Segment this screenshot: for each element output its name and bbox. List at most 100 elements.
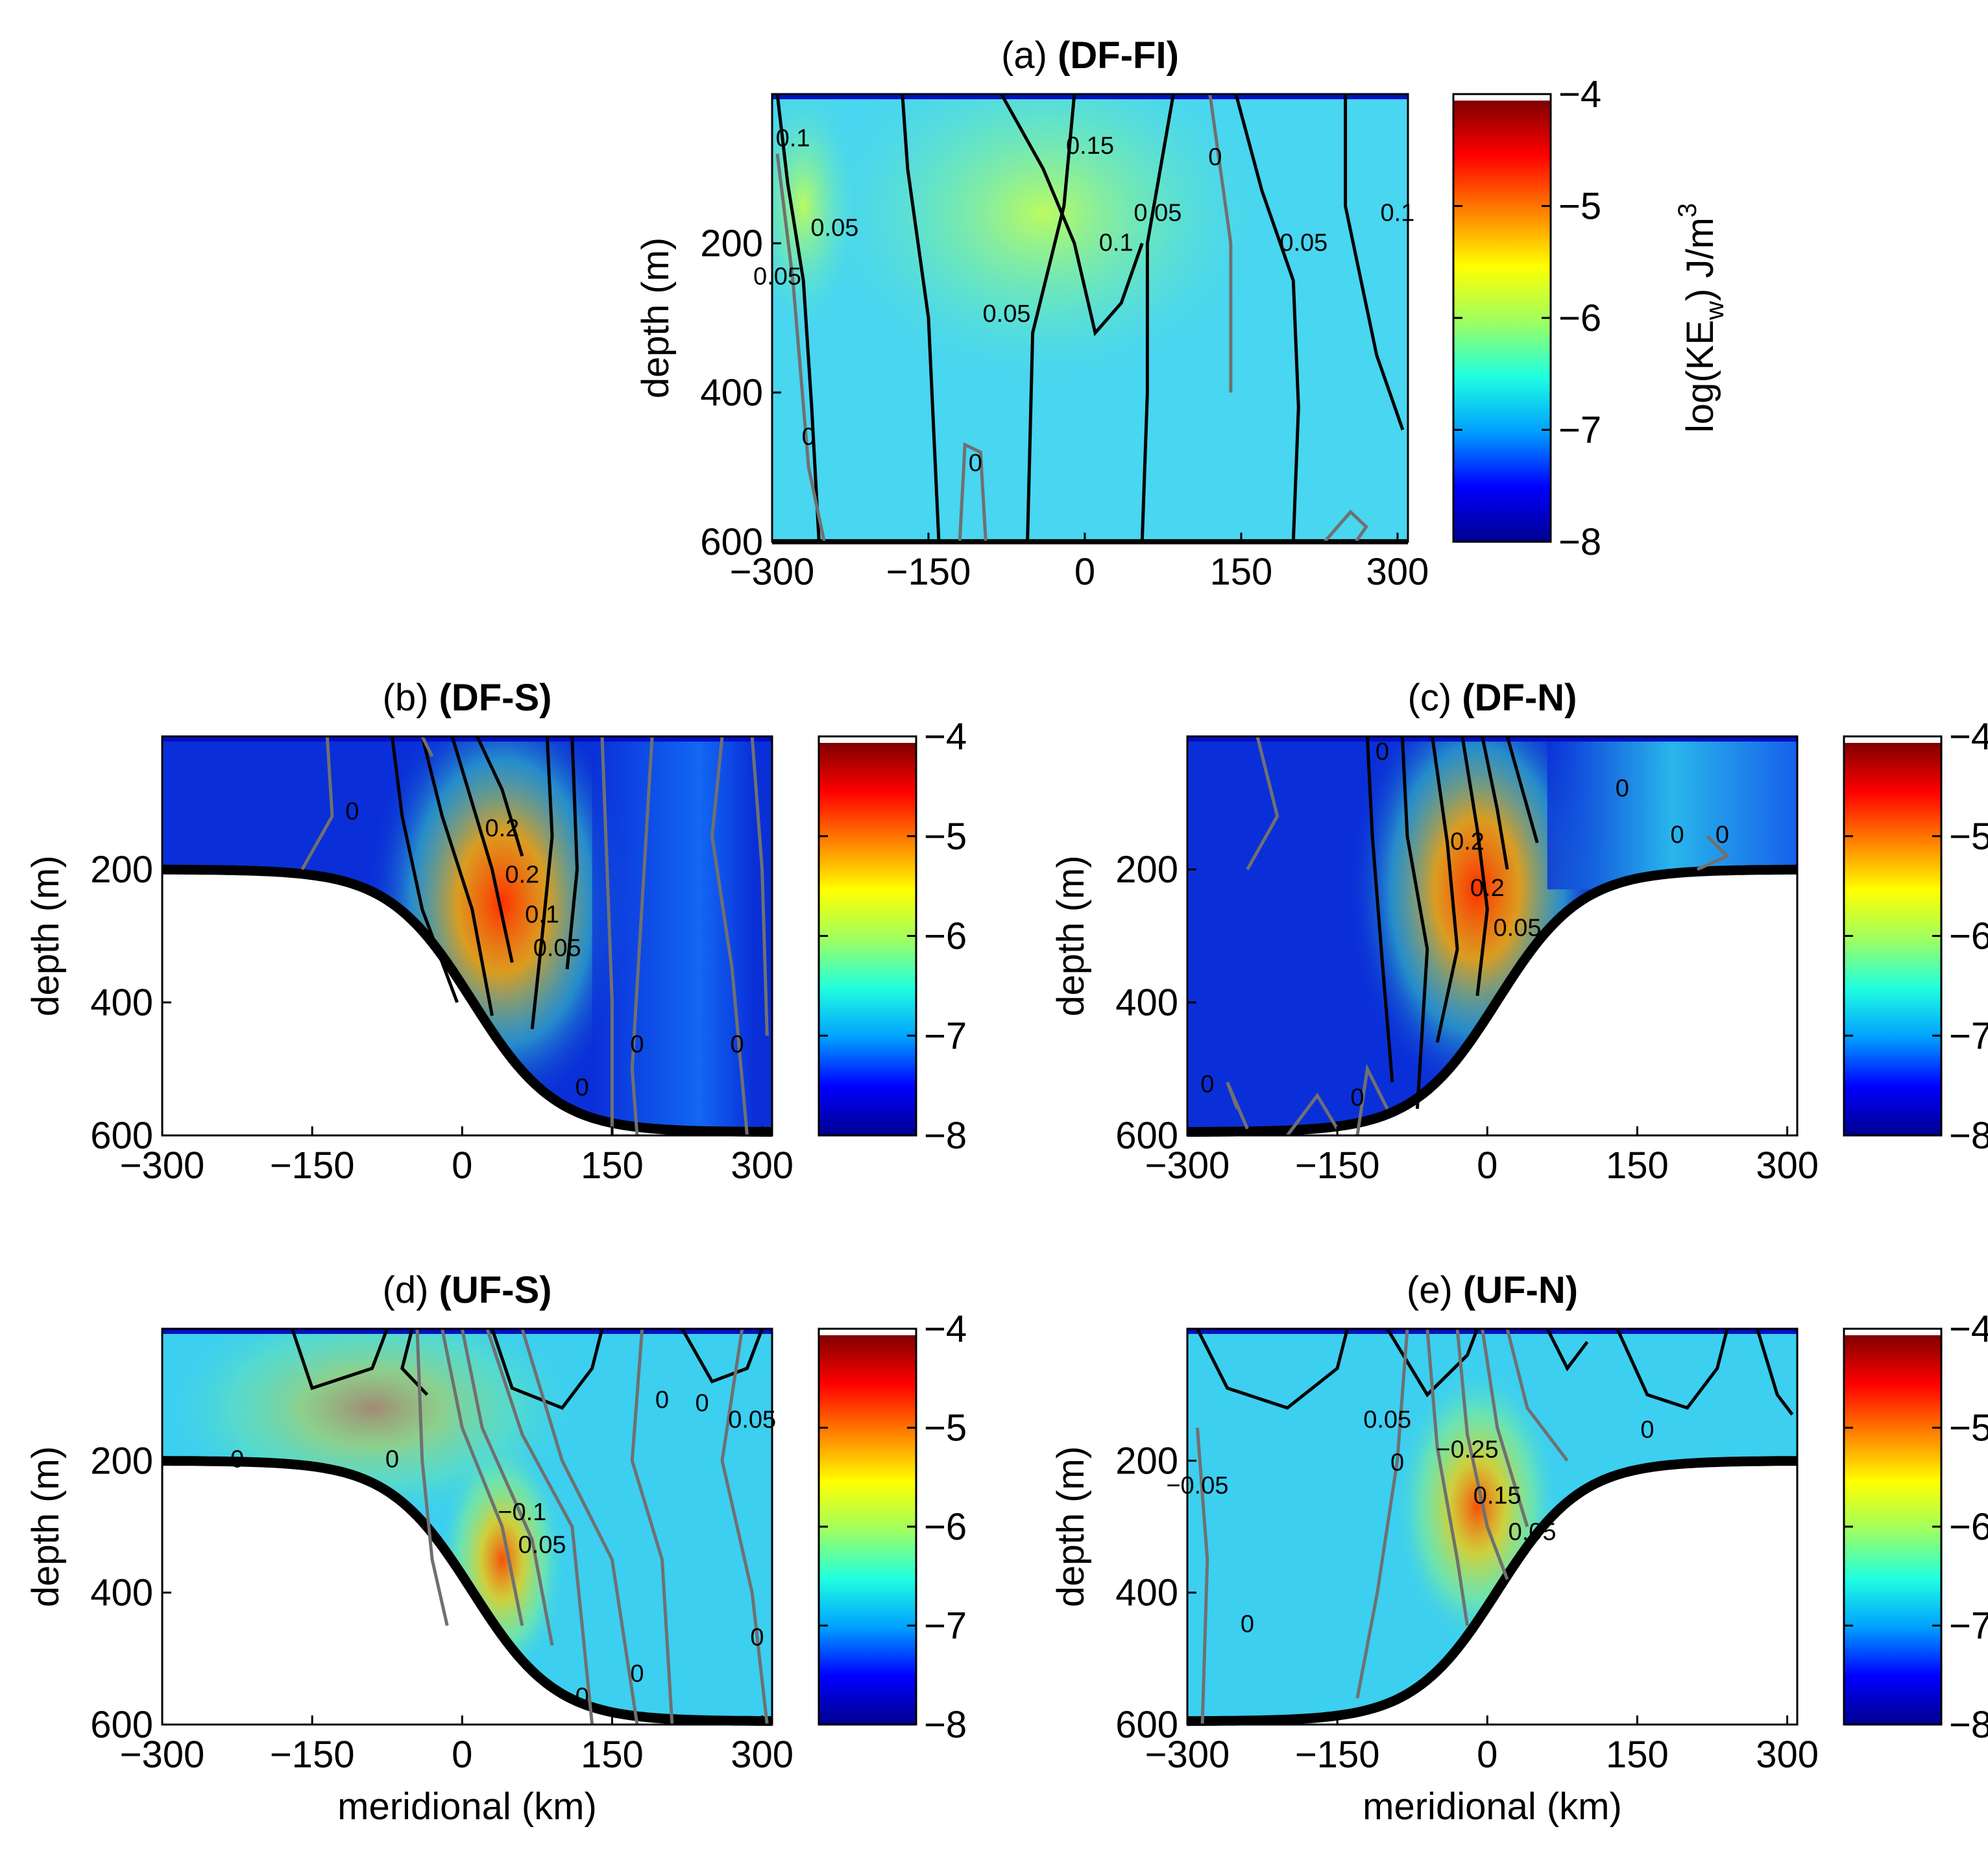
contour-line-zero: [1455, 1329, 1509, 1580]
y-tick-label: 400: [90, 982, 153, 1024]
x-axis-label: meridional (km): [337, 1786, 597, 1828]
y-tick-label: 400: [700, 372, 763, 414]
x-tick-label: 300: [1756, 1734, 1819, 1776]
contour-label: 0.1: [1380, 200, 1414, 227]
y-tick-label: 200: [700, 223, 763, 265]
contour-label: 0: [1616, 775, 1629, 802]
contour-line-positive: [1756, 1329, 1794, 1416]
surface-layer: [772, 94, 1408, 99]
colorbar-tick-label: −4: [1949, 1308, 1988, 1350]
x-tick-label: 300: [1366, 551, 1429, 593]
surface-layer: [1187, 1329, 1797, 1334]
colorbar-tick-label: −5: [1558, 186, 1601, 228]
panel-title: (d) (UF-S): [383, 1269, 552, 1311]
colorbar-tick-label: −8: [924, 1704, 967, 1746]
topography-mask: [162, 1460, 772, 1726]
colorbar-tick-label: −5: [1949, 1407, 1988, 1449]
contour-line-positive: [1234, 94, 1300, 542]
panel-title-prefix: (c): [1408, 677, 1462, 719]
panel-title-name: (DF-FI): [1058, 34, 1179, 77]
y-tick-label: 200: [90, 849, 153, 891]
contour-label: 0.05: [728, 1407, 776, 1434]
colorbar-tick-label: −4: [924, 1308, 967, 1350]
contour-line-zero: [1696, 835, 1730, 871]
contour-label: 0.05: [1509, 1518, 1557, 1545]
contour-line-zero: [420, 736, 434, 757]
contour-line-positive: [450, 736, 514, 963]
contour-label: 0: [1640, 1416, 1654, 1444]
y-tick-label: 600: [700, 521, 763, 563]
axes-frame: [1186, 1327, 1799, 1726]
colorbar-tick-label: −8: [1949, 1115, 1988, 1157]
contour-line-zero: [775, 153, 826, 542]
contour-label: −0.05: [1166, 1472, 1228, 1499]
topography-line: [1187, 1456, 1797, 1726]
contour-line-zero: [958, 442, 988, 542]
colorbar-tick-label: −5: [924, 816, 967, 858]
colorbar: [1844, 1335, 1941, 1725]
contour-label: 0: [655, 1387, 669, 1414]
contour-line-positive: [420, 736, 494, 1016]
colorbar-tick-label: −6: [1558, 297, 1601, 339]
y-axis-label: depth (m): [25, 1446, 67, 1607]
x-tick-label: 300: [731, 1734, 794, 1776]
panel-title: (e) (UF-N): [1407, 1269, 1578, 1311]
contours-b: [300, 736, 769, 1135]
y-tick-label: 600: [1115, 1115, 1178, 1157]
contour-line-positive: [390, 736, 459, 1003]
panel-title: (c) (DF-N): [1408, 677, 1577, 719]
contour-line-positive: [565, 736, 579, 970]
contour-line-zero: [750, 736, 769, 1036]
axes-frame: [771, 93, 1409, 543]
colorbar-label-sub: w: [1701, 301, 1729, 321]
contour-label: 0.05: [810, 215, 858, 242]
axes-frame: [161, 735, 773, 1137]
contour-line-positive: [530, 736, 554, 1030]
y-tick-label: 400: [1115, 982, 1178, 1024]
contour-line-positive: [491, 1329, 604, 1411]
contour-line-positive: [1431, 736, 1459, 1043]
contour-label: 0: [1390, 1449, 1404, 1477]
y-axis-label: depth (m): [635, 237, 677, 398]
y-tick-label: 600: [90, 1704, 153, 1746]
contour-label: 0: [1715, 821, 1729, 849]
panel-title-name: (DF-N): [1462, 677, 1577, 719]
contour-line-positive: [901, 94, 941, 542]
colorbar-tick-label: −4: [1949, 716, 1988, 758]
contour-label: 0.05: [518, 1532, 566, 1559]
panel-c: 0 0 0 0 0.2 0.2 0.05 0 0 −300 −150 0 150 300 200 400 600…: [1050, 677, 1988, 1187]
colorbar-tick-label: −6: [924, 915, 967, 958]
contour-label: 0.05: [753, 263, 801, 290]
x-tick-label: 150: [581, 1144, 644, 1187]
colorbar-tick-label: −7: [1949, 1605, 1988, 1647]
x-tick-label: 300: [731, 1144, 794, 1187]
contour-label: 0.1: [1099, 230, 1133, 257]
contour-label: 0: [1376, 738, 1389, 766]
contour-label: 0: [576, 1074, 589, 1102]
panel-title: (a) (DF-FI): [1001, 34, 1179, 77]
panel-title-prefix: (e): [1407, 1269, 1463, 1311]
contour-label: 0.05: [1494, 915, 1542, 942]
contour-line-zero: [460, 1329, 554, 1646]
panel-b: 0 0.2 0.2 0.1 0.05 0 0 0 −300 −150 0 150 300 200 400 60…: [25, 677, 967, 1187]
contour-label: 0: [750, 1624, 764, 1651]
colorbar-label-main: log(KE: [1679, 320, 1721, 433]
heatmap-core: [809, 94, 1277, 395]
x-tick-label: 300: [1756, 1144, 1819, 1187]
x-tick-label: 150: [1606, 1734, 1669, 1776]
contour-line-zero: [630, 1329, 674, 1725]
contour-line-zero: [1226, 1082, 1249, 1130]
contour-line-zero: [1481, 1329, 1529, 1527]
colorbar-tick-label: −8: [1949, 1704, 1988, 1746]
heatmap-field-a: [772, 94, 1408, 542]
contour-line-positive: [1196, 1329, 1350, 1410]
colorbar-cap: [1844, 736, 1941, 743]
contour-line-positive: [1616, 1329, 1729, 1410]
contour-line-zero: [600, 736, 614, 1135]
y-tick-label: 400: [1115, 1572, 1178, 1614]
contour-line-zero: [1195, 1427, 1209, 1725]
contour-line-positive: [1344, 94, 1405, 431]
panel-title-name: (UF-N): [1463, 1269, 1578, 1311]
x-tick-label: −300: [120, 1144, 205, 1187]
